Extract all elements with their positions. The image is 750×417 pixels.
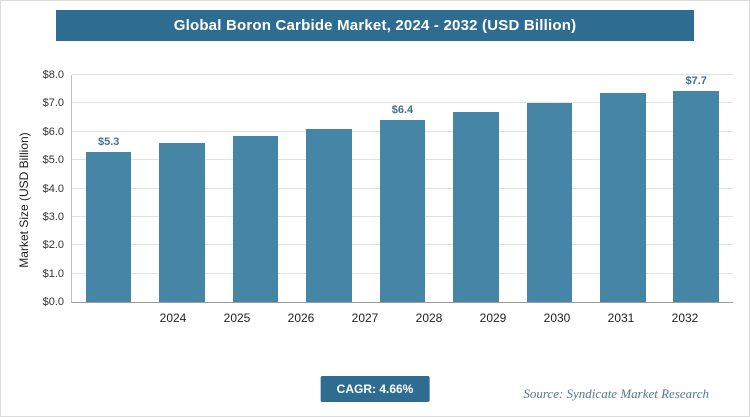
- x-tick-label: 2029: [479, 311, 507, 325]
- y-tick-label: $0.0: [42, 296, 64, 308]
- gridline: [72, 102, 733, 104]
- bar-2028: [379, 120, 426, 302]
- bar-slot: [145, 75, 218, 302]
- bar-2025: [159, 143, 205, 302]
- bars-container: $5.3 $6.4 $7.7: [72, 75, 733, 302]
- x-tick-label: 2030: [543, 311, 571, 325]
- bar-2032: [673, 91, 719, 302]
- x-tick-label: 2025: [223, 311, 251, 325]
- y-tick-label: $2.0: [42, 239, 64, 252]
- x-tick-label: 2027: [351, 311, 379, 325]
- y-tick-label: $5.0: [42, 154, 64, 167]
- bar-value-label: $6.4: [391, 104, 414, 117]
- x-tick-label: 2032: [671, 311, 699, 325]
- bar-2030: [526, 103, 573, 302]
- source-text: Source: Syndicate Market Research: [523, 386, 709, 401]
- bar-value-label: $7.7: [685, 75, 707, 87]
- bar-slot: $6.4: [366, 75, 439, 302]
- plot-area: $0.0 $1.0 $2.0 $3.0 $4.0 $5.0 $6.0 $7.0 $8.0 $5.3…: [43, 69, 733, 308]
- y-tick-label: $8.0: [42, 69, 64, 81]
- gridline: [72, 74, 733, 75]
- y-tick-label: $1.0: [42, 267, 64, 280]
- bar-slot: [219, 75, 292, 302]
- footer: CAGR: 4.66% Source: Syndicate Market Res…: [1, 376, 749, 404]
- x-tick-label: 2031: [607, 311, 635, 325]
- bar-value-label: $5.3: [98, 135, 120, 148]
- chart-title-banner: Global Boron Carbide Market, 2024 - 2032…: [56, 10, 694, 41]
- bar-2026: [232, 136, 279, 302]
- bar-2029: [453, 111, 499, 302]
- bar-2024: [85, 151, 132, 302]
- bar-slot: [439, 75, 512, 302]
- bar-slot: [513, 75, 586, 302]
- y-tick-label: $7.0: [42, 97, 64, 110]
- bar-slot: [292, 75, 365, 302]
- bar-2027: [306, 128, 352, 302]
- x-tick-label: 2028: [415, 311, 443, 325]
- bar-chart: Market Size (USD Billion) $0.0 $1.0 $2.0 $3…: [1, 69, 749, 325]
- x-tick-label: 2026: [287, 311, 315, 325]
- y-tick-label: $3.0: [42, 210, 64, 223]
- bar-2031: [600, 93, 646, 302]
- x-tick-label: 2024: [159, 311, 187, 325]
- chart-title: Global Boron Carbide Market, 2024 - 2032…: [173, 17, 577, 34]
- y-axis-label: Market Size (USD Billion): [17, 132, 31, 268]
- bar-slot: $5.3: [72, 75, 145, 302]
- plot-wrap: Market Size (USD Billion) $0.0 $1.0 $2.0 $3…: [17, 69, 733, 325]
- cagr-badge: CAGR: 4.66%: [320, 376, 430, 402]
- y-tick-label: $4.0: [42, 182, 64, 195]
- x-axis-labels: 2024 2025 2026 2027 2028 2029 2030 2031 2032: [141, 311, 717, 325]
- bar-slot: $7.7: [660, 75, 733, 302]
- bar-slot: [586, 75, 659, 302]
- y-tick-label: $6.0: [42, 125, 64, 138]
